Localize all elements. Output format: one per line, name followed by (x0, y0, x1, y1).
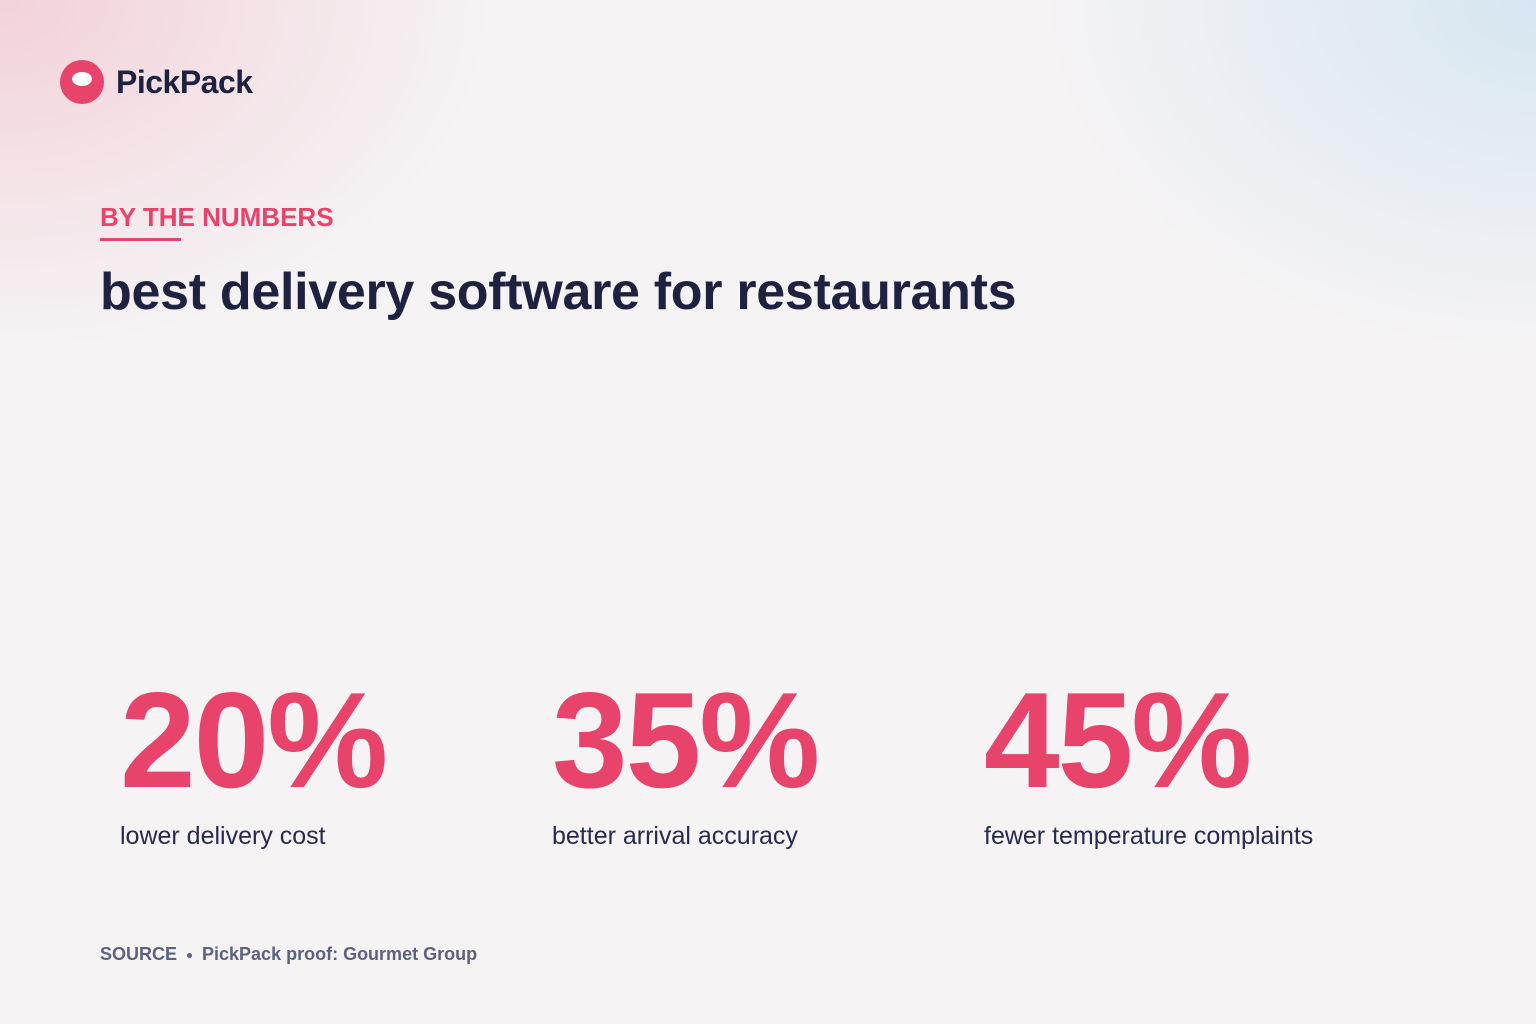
eyebrow: BY THE NUMBERS (100, 202, 334, 232)
stat: 45% fewer temperature complaints (984, 670, 1313, 851)
stat-label: better arrival accuracy (552, 822, 798, 850)
stat-value: 20% (120, 664, 388, 816)
source-label: SOURCE (100, 944, 178, 964)
stat-label: lower delivery cost (120, 822, 326, 850)
logo-icon (60, 60, 104, 104)
stat-value: 35% (552, 664, 820, 816)
source: SOURCE PickPack proof: Gourmet Group (100, 944, 477, 965)
stat-value: 45% (984, 664, 1252, 816)
brand: PickPack (116, 64, 253, 100)
title: best delivery software for restaurants (100, 263, 1017, 321)
eyebrow-underline (100, 238, 181, 241)
stat-label: fewer temperature complaints (984, 822, 1314, 850)
source-text: PickPack proof: Gourmet Group (202, 944, 478, 964)
stat: 35% better arrival accuracy (552, 664, 820, 851)
separator (187, 952, 193, 958)
stat: 20% lower delivery cost (120, 664, 388, 851)
